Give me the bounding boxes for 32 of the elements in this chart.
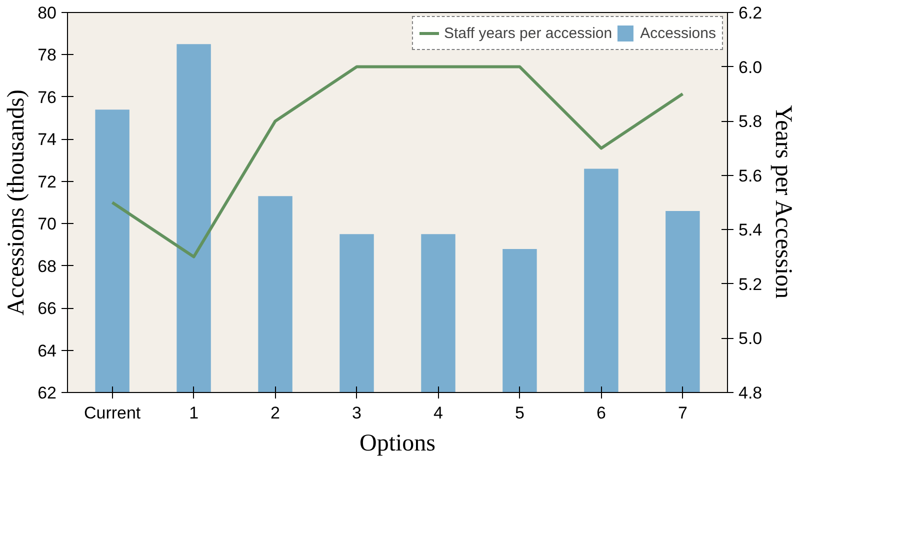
y-tick-label: 68 bbox=[38, 256, 57, 276]
y-tick-label: 74 bbox=[38, 130, 57, 150]
line-series bbox=[110, 65, 684, 258]
x-tick-label: 7 bbox=[678, 404, 688, 422]
y-axis-title: Accessions (thousands) bbox=[4, 90, 30, 316]
y-tick-label: 62 bbox=[38, 384, 57, 402]
y2-tick-label: 5.6 bbox=[738, 166, 762, 186]
y2-tick-label: 5.4 bbox=[738, 220, 762, 240]
y2-tick-label: 5.8 bbox=[738, 112, 762, 132]
y-tick-label: 76 bbox=[38, 88, 57, 107]
x-tick-label: 5 bbox=[514, 404, 524, 422]
y2-tick-label: 6.2 bbox=[738, 4, 762, 22]
x-tick-label: 3 bbox=[352, 404, 362, 422]
y2-tick-label: 5.2 bbox=[738, 274, 762, 294]
x-axis-title: Options bbox=[359, 430, 436, 456]
x-tick-label: 6 bbox=[596, 404, 606, 422]
y-tick-label: 64 bbox=[38, 341, 57, 360]
y-tick-label: 78 bbox=[38, 46, 57, 65]
legend-label: Accessions bbox=[640, 24, 716, 42]
x-tick-label: Current bbox=[84, 404, 141, 422]
x-tick-label: 4 bbox=[434, 404, 443, 422]
x-tick-label: 2 bbox=[270, 404, 280, 422]
y-tick-label: 70 bbox=[38, 214, 57, 234]
legend-label: Staff years per accession bbox=[444, 24, 612, 42]
y-tick-label: 66 bbox=[38, 299, 57, 318]
y2-tick-label: 5.0 bbox=[738, 329, 762, 348]
y2-axis-title: Years per Accession bbox=[770, 105, 796, 299]
y-tick-label: 80 bbox=[38, 4, 57, 22]
y2-tick-label: 6.0 bbox=[738, 58, 762, 77]
y-tick-label: 72 bbox=[38, 172, 57, 192]
y2-tick-label: 4.8 bbox=[738, 384, 762, 402]
x-tick-label: 1 bbox=[189, 404, 199, 422]
